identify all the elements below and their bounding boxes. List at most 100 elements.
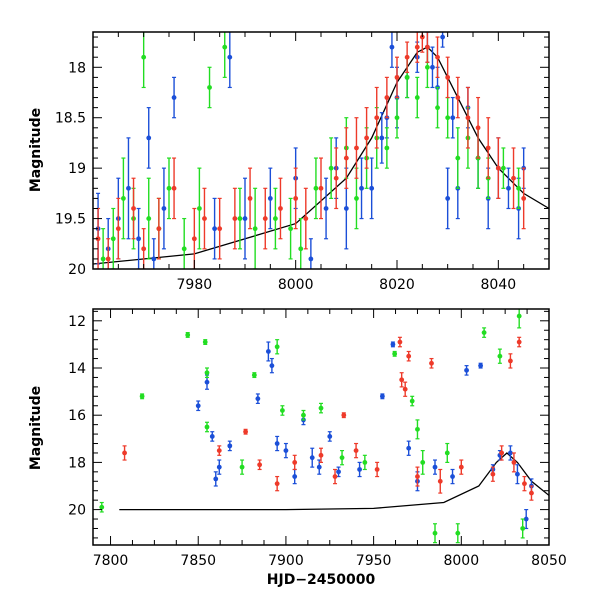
bottom-data-point	[318, 405, 324, 411]
top-data-point	[495, 165, 501, 171]
top-data-point	[227, 54, 233, 60]
top-data-point	[384, 95, 390, 100]
top-data-point	[328, 165, 334, 171]
bottom-data-point	[523, 516, 529, 522]
bottom-x-tick-label: 8050	[531, 553, 567, 569]
bottom-tick-marks	[93, 309, 550, 545]
top-data-point	[323, 206, 329, 211]
bottom-data-point	[216, 464, 222, 470]
top-data-point	[222, 44, 228, 50]
bottom-data-point	[529, 490, 534, 496]
top-data-point	[207, 85, 212, 90]
bottom-data-point	[332, 474, 338, 479]
top-data-point	[121, 196, 126, 201]
top-data-point	[191, 236, 197, 242]
top-model-curve	[93, 46, 549, 265]
bottom-data-point	[99, 504, 105, 510]
top-data-point	[343, 155, 349, 161]
bottom-x-tick-label: 7900	[268, 553, 304, 569]
bottom-data-point	[515, 471, 520, 477]
bottom-data-point	[458, 464, 464, 470]
top-data-point	[303, 216, 309, 221]
bottom-plot-frame	[92, 308, 550, 546]
bottom-data-point	[406, 353, 412, 359]
top-data-point	[379, 135, 385, 141]
bottom-data-point	[239, 464, 245, 470]
bottom-data-point	[516, 339, 522, 345]
bottom-data-point	[444, 450, 450, 456]
top-data-point	[156, 226, 162, 232]
bottom-data-point	[390, 342, 396, 347]
bottom-data-point	[339, 455, 345, 461]
top-y-tick-label: 19	[68, 161, 86, 177]
top-data-point	[394, 115, 400, 121]
bottom-data-point	[216, 448, 222, 453]
bottom-data-point	[209, 434, 215, 439]
bottom-data-point	[301, 412, 306, 418]
bottom-data-point	[415, 426, 420, 432]
top-y-tick-label: 18.5	[55, 111, 86, 127]
top-data-point	[506, 185, 511, 191]
top-data-point	[252, 226, 258, 232]
top-data-point	[141, 246, 147, 252]
top-data-point	[293, 196, 299, 201]
top-data-point	[419, 34, 425, 40]
top-y-axis-label: Magnitude	[28, 108, 44, 192]
top-data-point	[267, 196, 273, 201]
bottom-data-point	[265, 349, 271, 354]
bottom-data-point	[204, 424, 210, 430]
bottom-data-point	[374, 467, 380, 472]
top-data-point	[197, 206, 202, 211]
top-data-point	[126, 185, 131, 191]
top-x-tick-label: 8040	[481, 277, 517, 293]
top-data-point	[435, 105, 440, 111]
bottom-data-point	[185, 332, 191, 338]
bottom-data-point	[362, 460, 368, 465]
bottom-data-point	[204, 370, 210, 376]
bottom-data-point	[274, 441, 280, 446]
top-data-point	[445, 196, 451, 201]
bottom-x-tick-label: 7950	[356, 553, 392, 569]
bottom-series-0	[195, 341, 534, 530]
bottom-y-axis-label: Magnitude	[28, 386, 44, 470]
top-data-point	[435, 54, 440, 60]
top-y-tick-label: 19.5	[55, 212, 86, 228]
top-data-point	[414, 95, 420, 100]
bottom-data-point	[432, 464, 438, 470]
top-y-tick-label: 18	[68, 60, 86, 76]
top-x-tick-label: 7980	[177, 277, 213, 293]
bottom-data-point	[432, 530, 438, 536]
bottom-data-point	[497, 353, 503, 359]
top-data-point	[262, 216, 268, 221]
bottom-data-point	[522, 481, 527, 487]
bottom-data-point	[283, 448, 289, 453]
top-data-point	[394, 74, 400, 80]
top-data-point	[354, 145, 359, 151]
top-data-point	[105, 256, 111, 262]
bottom-data-point	[204, 379, 210, 385]
bottom-data-point	[274, 481, 280, 487]
bottom-data-point	[318, 452, 324, 458]
bottom-series-1	[99, 309, 526, 544]
top-data-point	[110, 236, 116, 242]
bottom-data-point	[464, 367, 469, 373]
top-data-point	[374, 115, 380, 121]
bottom-data-point	[399, 377, 405, 383]
bottom-data-point	[257, 462, 263, 468]
top-data-point	[318, 185, 324, 191]
bottom-data-point	[292, 474, 298, 479]
bottom-data-point	[409, 398, 415, 404]
top-data-point	[455, 95, 461, 100]
bottom-data-point	[280, 408, 285, 413]
bottom-data-point	[251, 372, 257, 378]
top-data-point	[440, 34, 445, 40]
top-data-point	[161, 206, 167, 211]
top-data-point	[232, 216, 238, 221]
bottom-data-point	[243, 429, 248, 435]
top-data-point	[354, 196, 359, 201]
top-data-point	[212, 226, 218, 232]
bottom-data-point	[227, 443, 233, 449]
bottom-model-curve	[119, 452, 549, 511]
top-data-point	[100, 256, 106, 262]
